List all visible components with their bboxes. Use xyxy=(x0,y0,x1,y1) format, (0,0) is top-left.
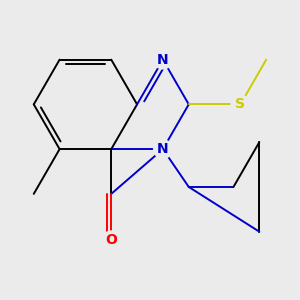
Circle shape xyxy=(154,140,172,158)
Circle shape xyxy=(102,231,121,250)
Text: N: N xyxy=(157,53,169,67)
Circle shape xyxy=(154,50,172,69)
Text: O: O xyxy=(105,233,117,247)
Text: S: S xyxy=(236,98,245,111)
Circle shape xyxy=(231,95,250,114)
Text: N: N xyxy=(157,142,169,156)
